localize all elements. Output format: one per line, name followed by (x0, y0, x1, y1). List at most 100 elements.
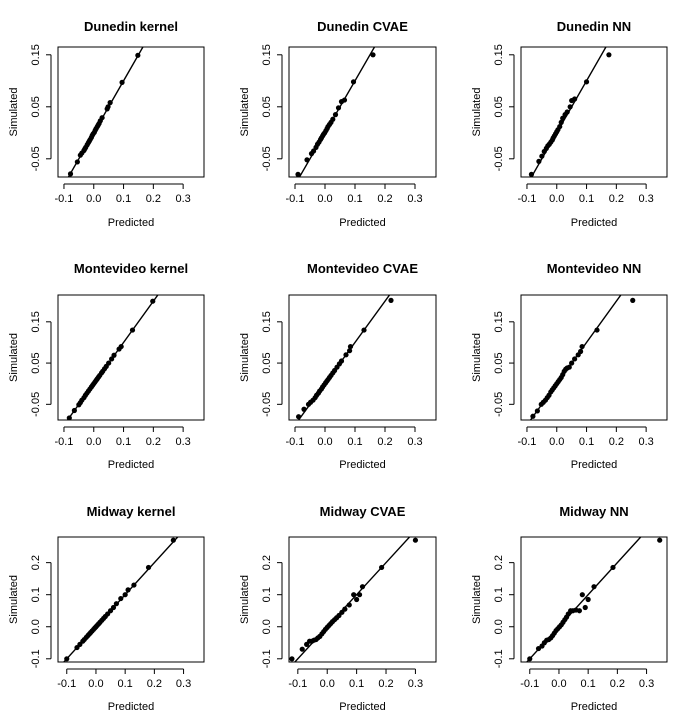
data-point (110, 604, 117, 611)
panel-title: Dunedin kernel (84, 19, 178, 34)
y-axis: -0.05 0.05 0.15 (493, 311, 515, 417)
data-point (530, 413, 536, 419)
data-point (304, 157, 310, 163)
x-axis-label: Predicted (571, 701, 617, 713)
panel-title: Midway NN (559, 504, 628, 519)
data-point (347, 348, 353, 354)
x-axis-label: Predicted (108, 217, 154, 229)
data-point (370, 52, 376, 58)
data-point (119, 79, 125, 85)
x-axis: -0.1 0.0 0.1 0.2 0.3 (288, 668, 423, 690)
x-axis-label: Predicted (339, 217, 385, 229)
y-tick-label: -0.05 (261, 392, 273, 417)
y-axis-label: Simulated (8, 333, 20, 382)
data-point (356, 592, 363, 598)
plot-area (528, 47, 612, 177)
data-point (585, 596, 591, 603)
y-tick-label: 0.15 (493, 311, 505, 332)
data-point (388, 297, 394, 303)
plot-frame (288, 536, 437, 663)
data-point (301, 406, 307, 412)
y-axis-label: Simulated (8, 575, 20, 624)
y-tick-label: 0.1 (261, 587, 273, 602)
data-point (577, 348, 584, 355)
y-tick-label: 0.05 (261, 96, 273, 117)
x-tick-label: 0.2 (147, 678, 162, 690)
data-point (527, 656, 533, 662)
plot-frame (520, 294, 668, 421)
plot-frame (57, 46, 205, 178)
data-point (335, 105, 342, 111)
data-point (361, 327, 367, 333)
plot-area (67, 47, 144, 177)
data-point (572, 356, 578, 362)
y-axis-label: Simulated (8, 88, 20, 137)
data-point (657, 537, 663, 543)
x-tick-label: 0.0 (86, 436, 101, 448)
x-axis-label: Predicted (108, 459, 154, 471)
x-tick-label: 0.0 (88, 678, 103, 690)
data-point (564, 109, 570, 115)
y-tick-label: -0.05 (30, 146, 42, 171)
y-tick-label: -0.1 (30, 649, 42, 668)
data-point (566, 364, 572, 370)
data-point (118, 595, 124, 602)
data-point (606, 52, 612, 58)
x-tick-label: 0.0 (549, 193, 564, 205)
data-point (170, 537, 176, 543)
data-point (630, 297, 636, 303)
data-point (67, 171, 74, 177)
y-tick-label: 0.1 (30, 587, 42, 602)
x-tick-label: 0.3 (638, 436, 653, 448)
y-tick-label: -0.1 (261, 649, 273, 668)
data-point (567, 104, 573, 110)
x-tick-label: -0.1 (517, 193, 536, 205)
y-tick-label: 0.0 (30, 619, 42, 634)
x-axis-label: Predicted (571, 459, 617, 471)
y-axis: -0.1 0.0 0.1 0.2 (261, 555, 283, 668)
x-axis: -0.1 0.0 0.1 0.2 0.3 (57, 668, 191, 690)
data-point (583, 79, 590, 85)
x-tick-label: -0.1 (286, 436, 305, 448)
data-point (66, 415, 72, 420)
x-tick-label: 0.1 (581, 678, 596, 690)
x-axis: -0.1 0.0 0.1 0.2 0.3 (517, 183, 654, 205)
y-tick-label: -0.05 (493, 146, 505, 171)
y-tick-label: 0.15 (30, 44, 42, 65)
data-point (379, 564, 385, 571)
x-tick-label: 0.2 (609, 436, 624, 448)
data-point (289, 656, 295, 662)
x-axis: -0.1 0.0 0.1 0.2 0.3 (286, 426, 423, 448)
x-tick-label: -0.1 (54, 193, 73, 205)
data-point (64, 656, 70, 662)
panel-4: Montevideo kernel -0.1 0.0 0.1 0.2 0.3 Predict… (8, 261, 205, 471)
y-axis: -0.05 0.05 0.15 (261, 311, 283, 417)
y-tick-label: 0.05 (30, 96, 42, 117)
x-tick-label: 0.0 (86, 193, 101, 205)
x-tick-label: 0.3 (407, 193, 422, 205)
y-tick-label: 0.1 (493, 587, 505, 602)
x-tick-label: 0.0 (320, 678, 335, 690)
panel-title: Montevideo NN (547, 261, 642, 276)
x-tick-label: 0.1 (347, 193, 362, 205)
plot-area (525, 537, 663, 662)
y-tick-label: 0.2 (261, 555, 273, 570)
panel-title: Midway CVAE (320, 504, 406, 519)
x-tick-label: 0.3 (175, 436, 190, 448)
x-tick-label: 0.1 (118, 678, 133, 690)
x-axis: -0.1 0.0 0.1 0.2 0.3 (286, 183, 423, 205)
x-tick-label: 0.1 (116, 193, 131, 205)
x-tick-label: 0.0 (317, 436, 332, 448)
y-axis-label: Simulated (471, 575, 483, 624)
y-tick-label: 0.15 (30, 311, 42, 332)
y-axis-label: Simulated (239, 333, 251, 382)
plot-frame (520, 536, 668, 663)
y-axis-label: Simulated (471, 333, 483, 382)
identity-line (293, 537, 411, 662)
data-point (74, 159, 80, 165)
data-point (109, 356, 115, 362)
y-axis: -0.1 0.0 0.1 0.2 (493, 555, 515, 668)
data-point (558, 119, 564, 125)
plot-area (295, 47, 376, 177)
